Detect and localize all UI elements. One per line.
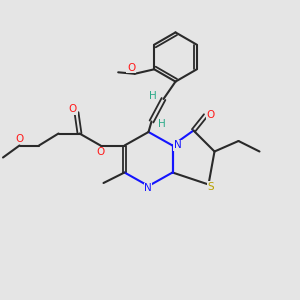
Text: O: O — [207, 110, 215, 121]
Text: O: O — [127, 63, 135, 73]
Text: H: H — [149, 91, 157, 101]
Text: O: O — [96, 147, 105, 157]
Text: O: O — [15, 134, 24, 144]
Text: O: O — [69, 104, 77, 115]
Text: S: S — [208, 182, 214, 192]
Text: N: N — [174, 140, 182, 151]
Text: H: H — [158, 119, 166, 130]
Text: N: N — [144, 183, 152, 193]
